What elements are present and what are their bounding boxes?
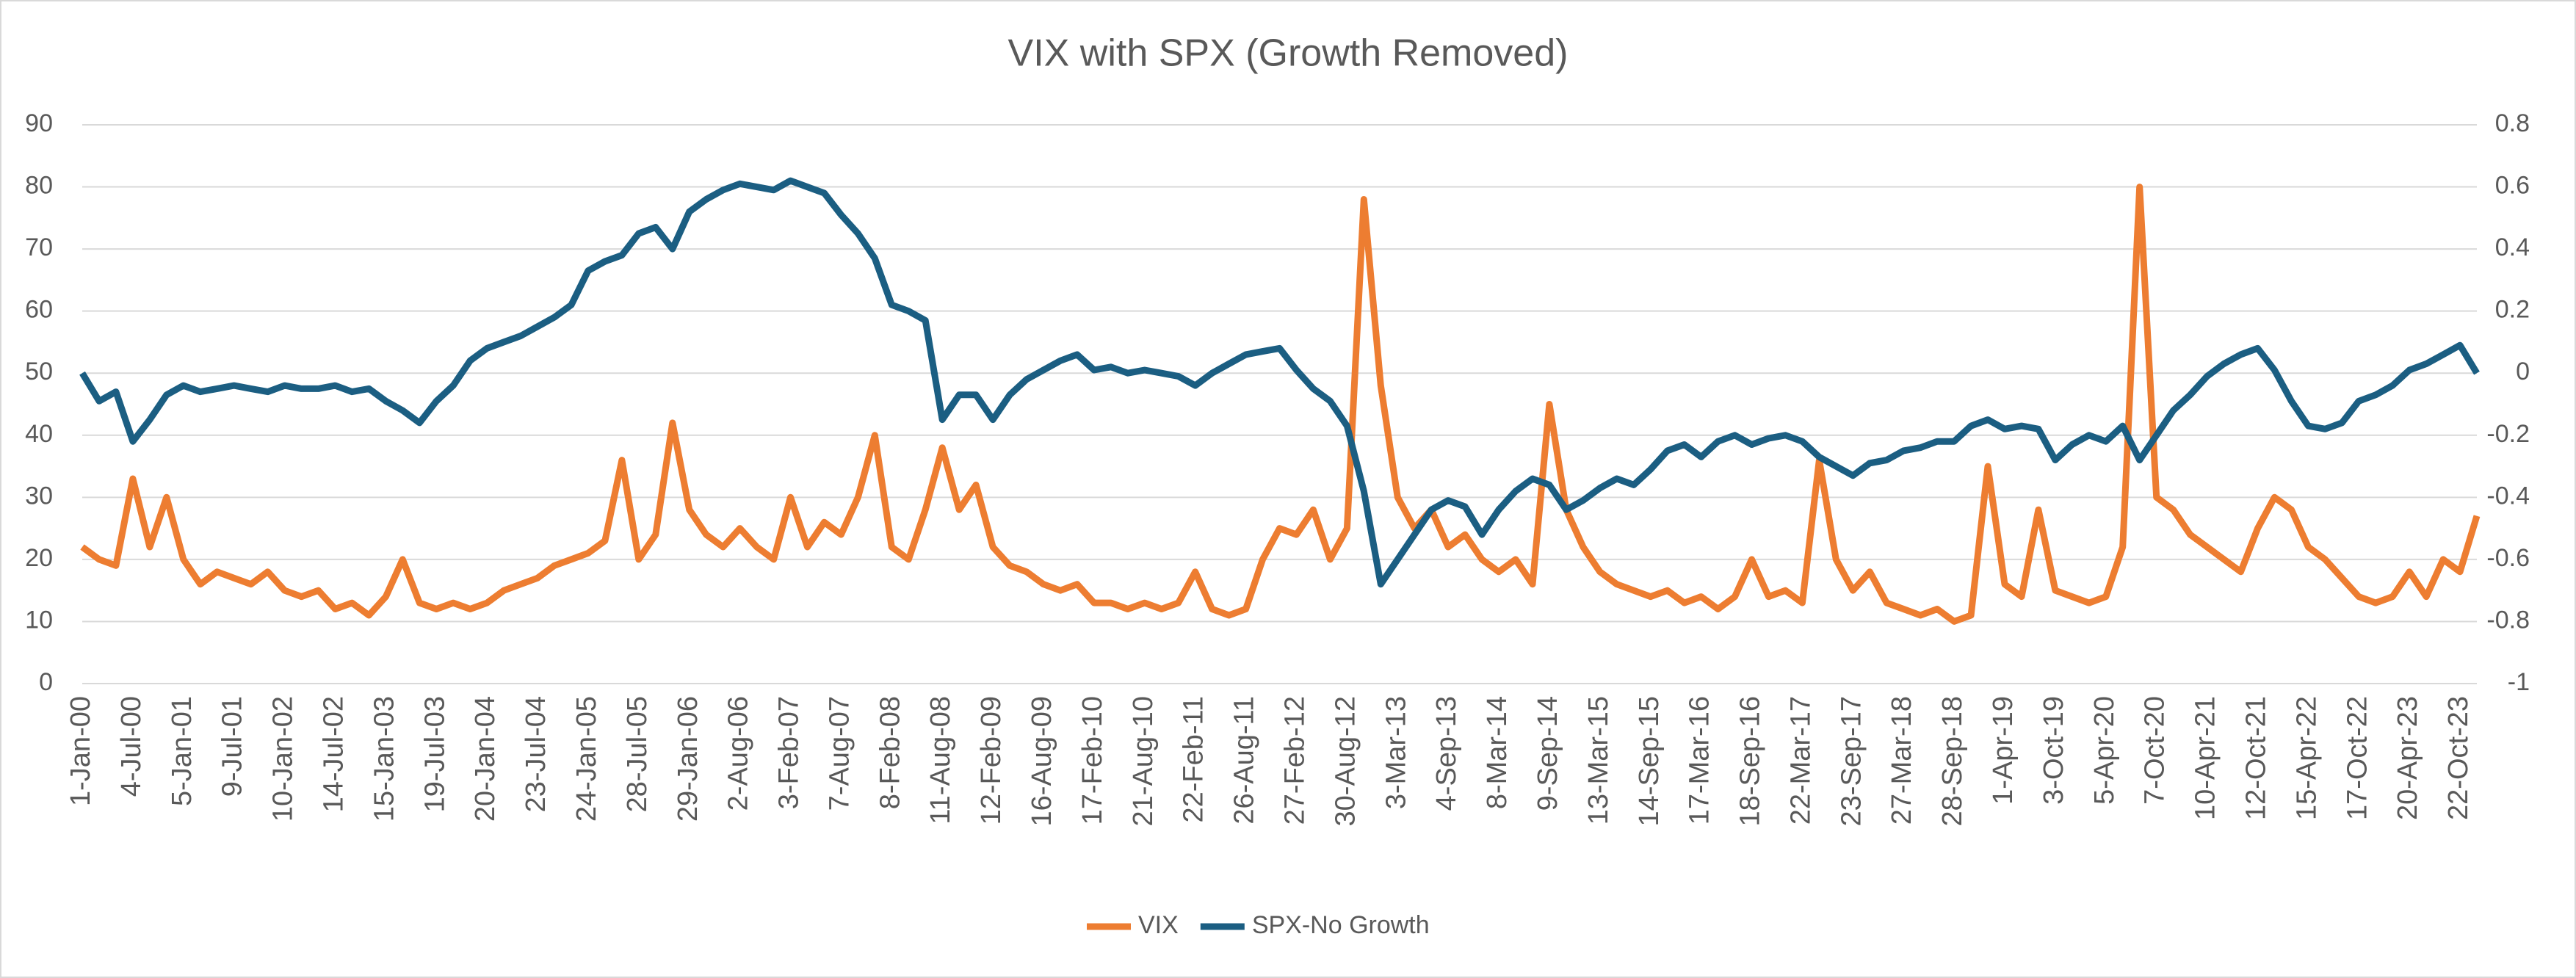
x-tick-label: 20-Apr-23: [2392, 696, 2423, 820]
x-tick-label: 27-Mar-18: [1886, 696, 1917, 825]
x-tick-label: 12-Oct-21: [2240, 696, 2271, 820]
x-tick-label: 10-Jan-02: [268, 696, 299, 822]
series-line: [80, 184, 2481, 625]
x-tick-label: 12-Feb-09: [976, 696, 1007, 825]
y-tick-label: 50: [25, 358, 53, 385]
legend-label: VIX: [1138, 911, 1179, 939]
x-tick-label: 20-Jan-04: [470, 696, 501, 822]
x-tick-label: 8-Mar-14: [1482, 696, 1513, 809]
x-tick-label: 17-Feb-10: [1077, 696, 1108, 825]
x-tick-label: 9-Jul-01: [217, 696, 248, 797]
series-line: [79, 177, 2480, 588]
x-tick-label: 28-Sep-18: [1937, 696, 1968, 826]
y-tick-label: 90: [25, 109, 53, 137]
x-tick-label: 3-Feb-07: [774, 696, 805, 809]
x-tick-label: 4-Sep-13: [1431, 696, 1462, 811]
x-tick-label: 5-Jan-01: [167, 696, 198, 806]
x-tick-label: 16-Aug-09: [1027, 696, 1057, 826]
y2-tick-label: -0.2: [2486, 420, 2530, 448]
x-tick-label: 15-Jan-03: [369, 696, 399, 822]
y-tick-label: 40: [25, 420, 53, 448]
x-tick-label: 23-Sep-17: [1836, 696, 1867, 826]
y-tick-label: 30: [25, 482, 53, 510]
x-tick-label: 14-Jul-02: [319, 696, 350, 812]
x-tick-label: 1-Jan-00: [65, 696, 96, 806]
y-tick-label: 60: [25, 296, 53, 324]
y2-tick-label: -0.4: [2486, 482, 2530, 510]
x-tick-label: 23-Jul-04: [521, 696, 551, 812]
x-tick-label: 8-Feb-08: [875, 696, 905, 809]
x-tick-label: 7-Oct-20: [2140, 696, 2171, 805]
y2-tick-label: 0.6: [2495, 172, 2530, 200]
x-tick-label: 19-Jul-03: [419, 696, 450, 812]
x-tick-label: 2-Aug-06: [723, 696, 754, 811]
x-tick-label: 27-Feb-12: [1279, 696, 1310, 825]
x-tick-label: 1-Apr-19: [1988, 696, 2019, 805]
x-tick-label: 26-Aug-11: [1229, 696, 1260, 825]
x-tick-label: 3-Mar-13: [1381, 696, 1411, 809]
x-tick-label: 9-Sep-14: [1533, 696, 1563, 811]
y-tick-label: 80: [25, 172, 53, 200]
y-tick-label: 0: [39, 668, 53, 696]
x-tick-label: 28-Jul-05: [622, 696, 653, 812]
x-tick-label: 22-Mar-17: [1785, 696, 1816, 825]
x-tick-label: 29-Jan-06: [673, 696, 703, 822]
x-tick-label: 21-Aug-10: [1128, 696, 1159, 826]
y2-tick-label: 0.2: [2495, 296, 2530, 324]
x-tick-label: 17-Oct-22: [2342, 696, 2373, 820]
x-tick-label: 22-Feb-11: [1179, 696, 1209, 823]
x-tick-label: 3-Oct-19: [2038, 696, 2069, 805]
x-tick-label: 14-Sep-15: [1634, 696, 1665, 826]
x-tick-label: 13-Mar-15: [1583, 696, 1614, 825]
x-tick-label: 10-Apr-21: [2190, 696, 2221, 820]
y2-tick-label: -0.8: [2486, 606, 2530, 634]
x-tick-label: 11-Aug-08: [925, 696, 956, 825]
y2-tick-label: 0.4: [2495, 233, 2530, 261]
x-tick-label: 22-Oct-23: [2443, 696, 2474, 820]
x-tick-label: 7-Aug-07: [824, 696, 855, 811]
x-tick-label: 17-Mar-16: [1685, 696, 1715, 825]
y2-tick-label: -0.6: [2486, 544, 2530, 572]
x-tick-label: 30-Aug-12: [1330, 696, 1361, 826]
x-tick-label: 4-Jul-00: [116, 696, 147, 797]
x-tick-label: 15-Apr-22: [2291, 696, 2322, 820]
y2-tick-label: 0: [2516, 358, 2530, 385]
x-tick-label: 24-Jan-05: [571, 696, 602, 822]
y-tick-label: 20: [25, 544, 53, 572]
x-tick-label: 5-Apr-20: [2089, 696, 2120, 805]
y-tick-label: 70: [25, 233, 53, 261]
x-tick-label: 18-Sep-16: [1735, 696, 1766, 826]
y2-tick-label: 0.8: [2495, 109, 2530, 137]
y-tick-label: 10: [25, 606, 53, 634]
legend-label: SPX-No Growth: [1252, 911, 1430, 939]
y2-tick-label: -1: [2508, 668, 2530, 696]
chart-title: VIX with SPX (Growth Removed): [1008, 32, 1569, 75]
